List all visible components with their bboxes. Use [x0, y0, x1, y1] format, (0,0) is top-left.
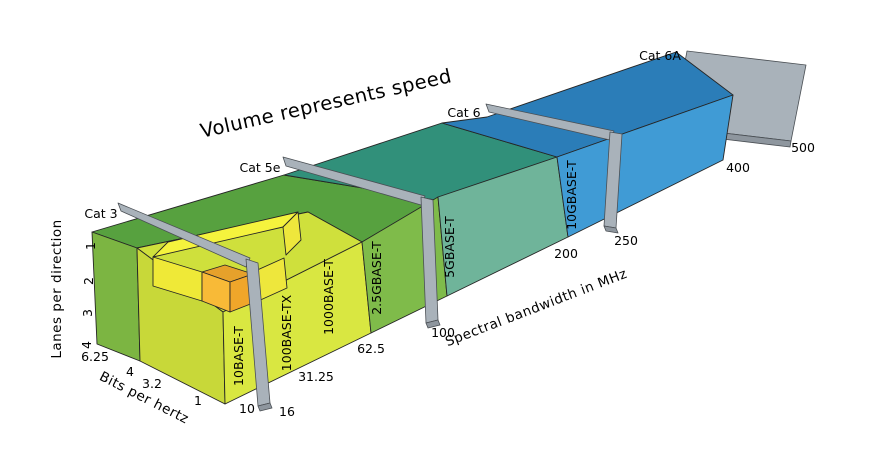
label-cat6: Cat 6 — [447, 105, 480, 120]
label-10gbase-t: 10GBASE-T — [564, 160, 579, 230]
tick-bw-62_5: 62.5 — [357, 341, 385, 356]
cat6-slab — [485, 103, 623, 234]
tick-lanes-4: 4 — [79, 341, 94, 349]
label-cat6a: Cat 6A — [639, 48, 681, 63]
label-100base-tx: 100BASE-TX — [279, 294, 294, 371]
label-cat5e: Cat 5e — [240, 160, 281, 175]
cable-category-labels: Cat 3 Cat 5e Cat 6 Cat 6A — [84, 48, 681, 221]
tick-bw-100: 100 — [431, 325, 455, 340]
tick-bw-250: 250 — [614, 233, 638, 248]
tick-bw-31_25: 31.25 — [298, 369, 334, 384]
tick-lanes-2: 2 — [81, 277, 96, 285]
cat3-slab-edge — [257, 402, 273, 412]
tick-bits-4: 4 — [126, 364, 134, 379]
label-10base-t: 10BASE-T — [231, 326, 246, 386]
label-2_5gbase-t: 2.5GBASE-T — [369, 241, 384, 315]
tick-bw-16: 16 — [279, 404, 295, 419]
bandwidth-axis-ticks: 10 16 31.25 62.5 100 200 250 400 500 — [239, 140, 815, 419]
bits-axis-ticks: 6.25 4 3.2 1 — [81, 349, 202, 408]
endcap-2_5gbase-t — [91, 231, 141, 362]
top-face-10gbase-t — [441, 51, 734, 158]
tick-bw-200: 200 — [554, 246, 578, 261]
tick-bw-400: 400 — [726, 160, 750, 175]
box-100base-tx — [152, 211, 302, 303]
cat5e-slab — [282, 156, 441, 329]
tick-bw-10: 10 — [239, 401, 255, 416]
tick-bw-500: 500 — [791, 140, 815, 155]
cat3-slab-top — [117, 202, 251, 268]
cat3-slab — [117, 202, 273, 412]
label-5gbase-t: 5GBASE-T — [442, 216, 457, 278]
label-cat3: Cat 3 — [84, 206, 117, 221]
box-10base-t — [201, 264, 254, 313]
lanes-axis-label: Lanes per direction — [49, 219, 65, 358]
label-1000base-t: 1000BASE-T — [321, 259, 336, 335]
tick-bits-1: 1 — [194, 393, 202, 408]
tick-lanes-1: 1 — [83, 242, 98, 250]
tick-bits-6_25: 6.25 — [81, 349, 109, 364]
front-face-10gbase-t — [556, 94, 734, 238]
standard-labels: 10BASE-T 100BASE-TX 1000BASE-T 2.5GBASE-… — [231, 160, 579, 386]
chart-title: Volume represents speed — [198, 64, 454, 142]
tick-lanes-3: 3 — [80, 309, 95, 317]
tick-bits-3_2: 3.2 — [142, 376, 162, 391]
lanes-axis-ticks: 1 2 3 4 — [79, 242, 98, 349]
cat6-slab-edge — [603, 225, 619, 234]
cat5e-slab-edge — [425, 319, 441, 329]
100base-tx-right-end — [282, 211, 302, 256]
